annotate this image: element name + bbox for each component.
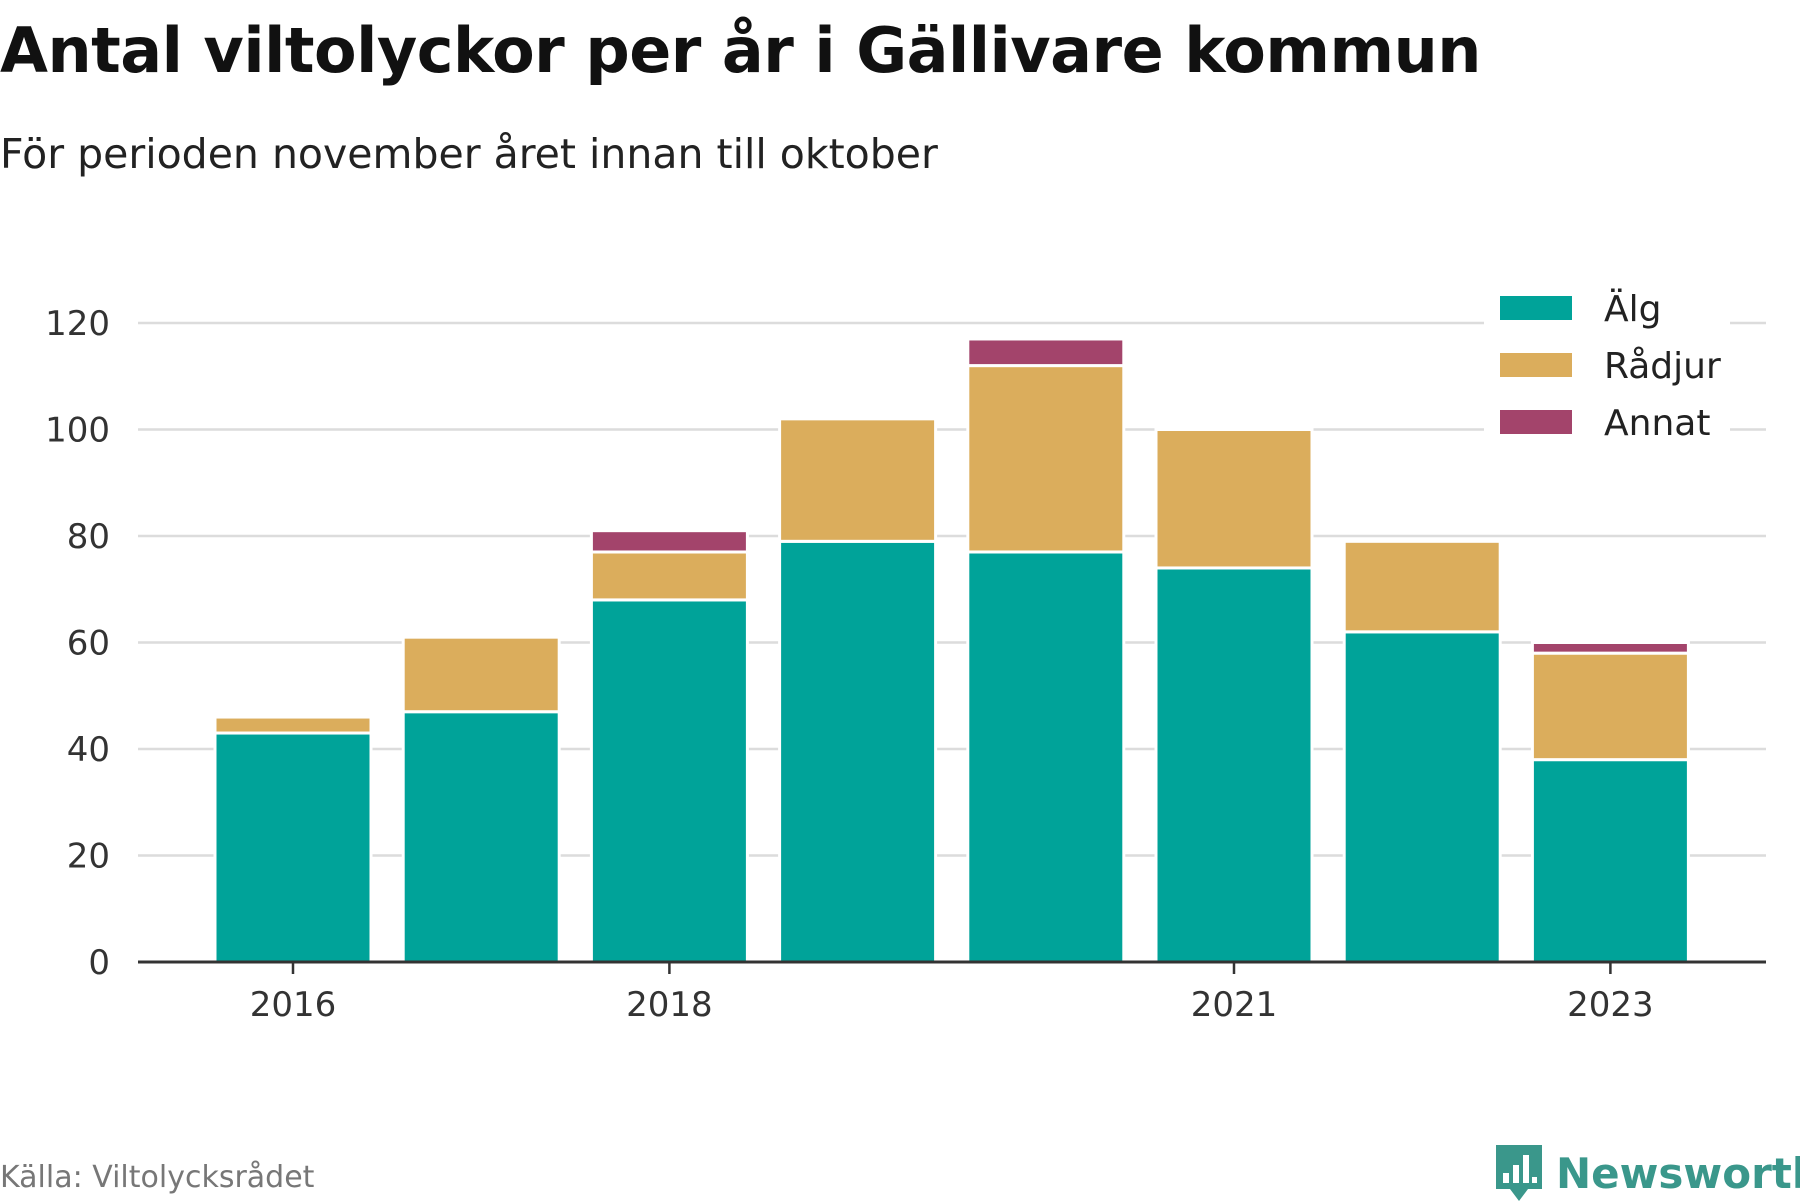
y-tick-label: 0	[88, 943, 110, 983]
x-axis-tick-labels: 2016 2018 2021 2023	[250, 962, 1654, 1025]
bar-segment	[589, 529, 749, 554]
bar-segment	[589, 550, 749, 602]
bar-stack	[213, 715, 373, 964]
bar-segment	[1530, 651, 1690, 762]
bar-segment	[1154, 428, 1314, 570]
legend-swatch	[1500, 353, 1572, 377]
bar-stack	[589, 529, 749, 964]
bar-segment	[589, 598, 749, 964]
bar-segment	[778, 417, 938, 543]
bar-segment	[966, 550, 1126, 964]
legend-label: Rådjur	[1604, 346, 1721, 387]
legend-swatch	[1500, 296, 1572, 320]
bar-stack	[1530, 641, 1690, 964]
bar-segment	[401, 635, 561, 714]
bar-segment	[778, 539, 938, 964]
bar-stack	[966, 337, 1126, 964]
bar-stack	[1154, 428, 1314, 964]
legend-label: Älg	[1604, 288, 1661, 330]
bar-segment	[1154, 566, 1314, 964]
y-axis-tick-labels: 0 20 40 60 80 100 120	[45, 304, 110, 983]
bar-segment	[1342, 630, 1502, 964]
bar-segment	[401, 710, 561, 964]
y-tick-label: 120	[45, 304, 110, 344]
legend-label: Annat	[1604, 403, 1710, 444]
chart-title: Antal viltolyckor per år i Gällivare kom…	[0, 14, 1481, 87]
bar-segment	[966, 364, 1126, 554]
y-tick-label: 100	[45, 411, 110, 451]
brand-logo: Newsworthy	[1494, 1143, 1800, 1203]
y-tick-label: 40	[67, 730, 110, 770]
x-tick-label: 2023	[1567, 985, 1654, 1025]
bar-stack	[1342, 539, 1502, 964]
bar-stack	[778, 417, 938, 964]
bar-segment	[1530, 641, 1690, 655]
legend: Älg Rådjur Annat	[1484, 284, 1730, 452]
chart-subtitle: För perioden november året innan till ok…	[0, 130, 938, 178]
x-tick-label: 2016	[250, 985, 337, 1025]
bar-segment	[213, 715, 373, 735]
x-tick-label: 2021	[1191, 985, 1278, 1025]
bar-segment	[1530, 758, 1690, 964]
y-tick-label: 80	[67, 517, 110, 557]
bar-segment	[966, 337, 1126, 368]
bar-stack	[401, 635, 561, 964]
bar-segment	[213, 731, 373, 964]
bar-stacks	[213, 337, 1690, 964]
y-tick-label: 20	[67, 837, 110, 877]
source-note: Källa: Viltolycksrådet	[0, 1160, 315, 1195]
x-tick-label: 2018	[626, 985, 713, 1025]
bar-segment	[1342, 539, 1502, 634]
legend-swatch	[1500, 410, 1572, 434]
newsworthy-logo-icon	[1496, 1145, 1542, 1201]
y-tick-label: 60	[67, 624, 110, 664]
brand-name: Newsworthy	[1556, 1148, 1800, 1198]
